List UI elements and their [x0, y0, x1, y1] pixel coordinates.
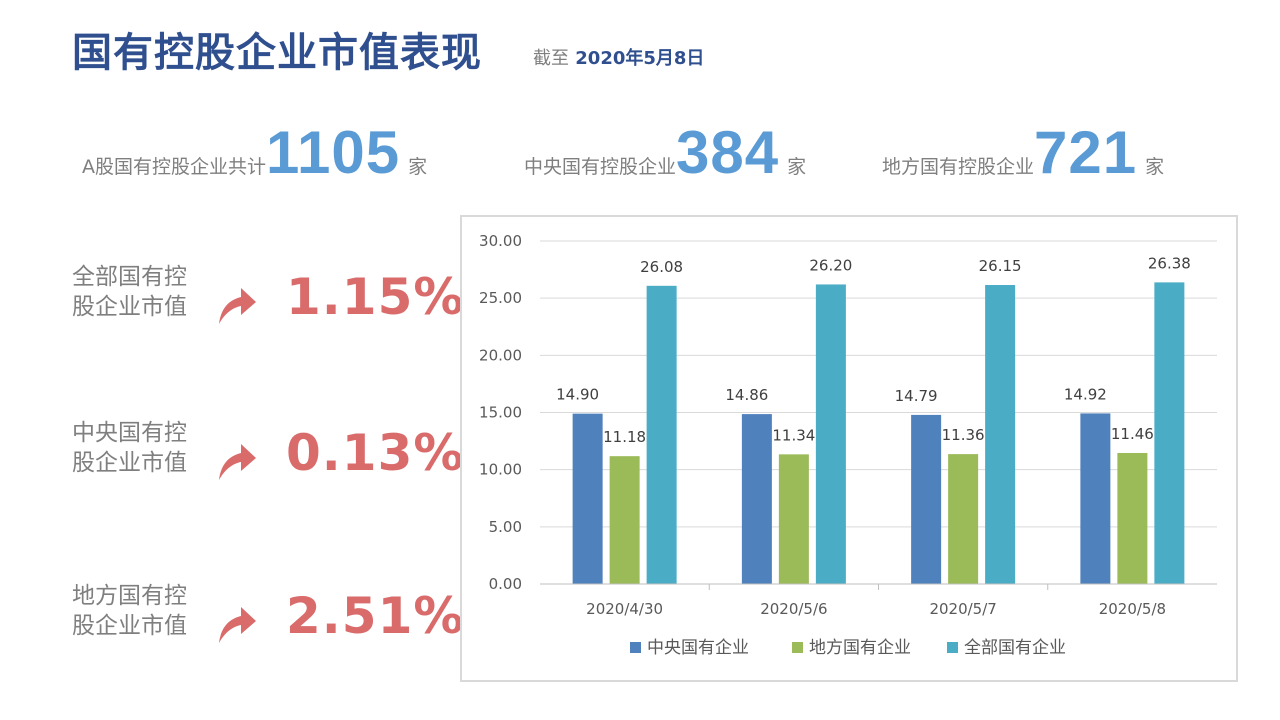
bar [815, 284, 846, 584]
bar [985, 285, 1016, 584]
legend-swatch [947, 642, 958, 653]
up-arrow-icon [219, 288, 256, 324]
data-label: 14.79 [895, 387, 938, 405]
up-arrow-icon [219, 444, 256, 480]
data-label: 11.36 [942, 426, 985, 444]
stat-local-label: 地方国有控股企业 [882, 156, 1035, 178]
metric-total-value: 1.15% [286, 268, 465, 326]
metric-central: 中央国有控 股企业市值 0.13% [60, 418, 463, 498]
metric-central-label-line1: 中央国有控 [72, 420, 187, 446]
bar [1080, 413, 1111, 584]
metric-total-label: 全部国有控 股企业市值 [72, 262, 202, 322]
metric-local-label-line2: 股企业市值 [72, 613, 187, 639]
x-tick-label: 2020/5/8 [1099, 600, 1166, 618]
y-tick-label: 10.00 [479, 461, 522, 479]
legend-label: 地方国有企业 [809, 638, 911, 658]
stat-central-unit: 家 [787, 156, 807, 178]
market-value-chart: 0.00 5.00 10.00 15.00 20.00 25.00 30.00 2020/4/… [460, 215, 1238, 682]
y-tick-label: 5.00 [489, 518, 522, 536]
page-title: 国有控股企业市值表现 [72, 30, 482, 76]
stat-central-value: 384 [676, 119, 780, 186]
bar [646, 285, 677, 584]
metric-central-label-line2: 股企业市值 [72, 450, 187, 476]
metric-central-label: 中央国有控 股企业市值 [72, 418, 202, 478]
data-label: 14.90 [556, 386, 599, 404]
metric-total-label-line2: 股企业市值 [72, 294, 187, 320]
y-tick-label: 30.00 [479, 232, 522, 250]
metric-local-label: 地方国有控 股企业市值 [72, 581, 202, 641]
data-label: 26.15 [979, 257, 1022, 275]
y-tick-label: 25.00 [479, 289, 522, 307]
metric-central-value: 0.13% [286, 424, 465, 482]
y-tick-label: 20.00 [479, 346, 522, 364]
data-label: 11.34 [772, 426, 815, 444]
as-of-date: 截至 2020年5月8日 [533, 44, 704, 70]
as-of-date-value: 2020年5月8日 [575, 48, 705, 69]
bar [778, 454, 809, 584]
stat-total-value: 1105 [266, 119, 401, 186]
data-label: 26.38 [1148, 254, 1191, 272]
data-label: 14.86 [725, 386, 768, 404]
stat-local-unit: 家 [1145, 156, 1165, 178]
metric-local-label-line1: 地方国有控 [72, 583, 187, 609]
up-arrow-icon [219, 607, 256, 643]
stat-local: 地方国有控股企业 721 家 [882, 122, 1164, 184]
x-tick-label: 2020/5/6 [760, 600, 827, 618]
stat-local-value: 721 [1034, 119, 1138, 186]
data-label: 11.18 [603, 428, 646, 446]
legend-label: 全部国有企业 [964, 638, 1066, 658]
bar-chart-svg: 0.00 5.00 10.00 15.00 20.00 25.00 30.00 2020/4/… [479, 232, 1217, 658]
y-tick-label: 0.00 [489, 575, 522, 593]
bar [911, 414, 942, 584]
metric-total-label-line1: 全部国有控 [72, 264, 187, 290]
stat-total-unit: 家 [408, 156, 428, 178]
bar [1117, 452, 1148, 584]
as-of-prefix: 截至 [533, 48, 569, 69]
data-label: 11.46 [1111, 425, 1154, 443]
data-label: 26.08 [640, 258, 683, 276]
data-label: 26.20 [809, 256, 852, 274]
bar [1154, 282, 1185, 584]
x-tick-label: 2020/5/7 [929, 600, 996, 618]
data-label: 14.92 [1064, 385, 1107, 403]
metric-local-value: 2.51% [286, 587, 465, 645]
legend-swatch [630, 642, 641, 653]
bar [609, 456, 640, 584]
x-tick-label: 2020/4/30 [586, 600, 663, 618]
stat-central: 中央国有控股企业 384 家 [524, 122, 806, 184]
y-tick-label: 15.00 [479, 404, 522, 422]
stat-central-label: 中央国有控股企业 [524, 156, 677, 178]
metric-local: 地方国有控 股企业市值 2.51% [60, 581, 463, 661]
stat-total: A股国有控股企业共计 1105 家 [82, 122, 427, 184]
legend-label: 中央国有企业 [647, 638, 749, 658]
metric-total: 全部国有控 股企业市值 1.15% [60, 262, 463, 342]
stat-total-label: A股国有控股企业共计 [82, 156, 266, 178]
legend-swatch [792, 642, 803, 653]
bar [948, 454, 979, 584]
bar [741, 414, 772, 584]
bar [572, 413, 603, 584]
